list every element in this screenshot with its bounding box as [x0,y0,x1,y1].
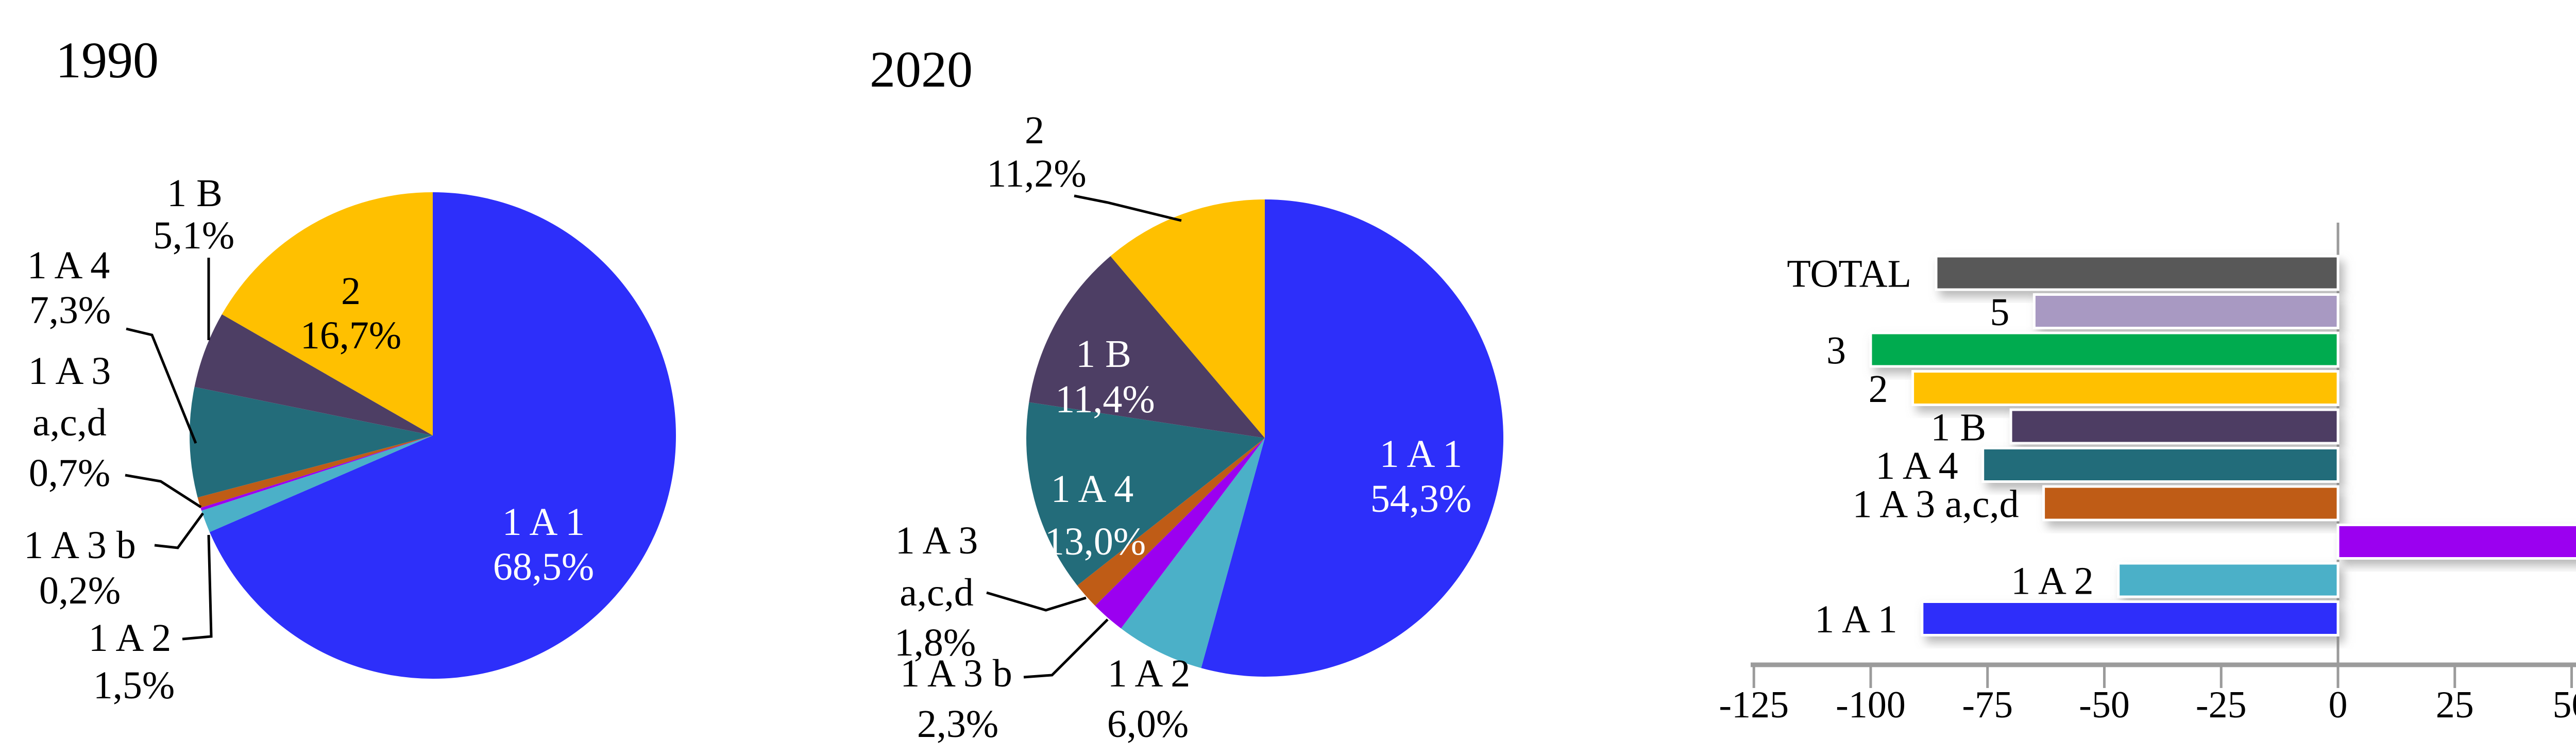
pie-1990-leader-1-a-2 [182,534,213,641]
pie-1990-pct-2: 16,7% [300,314,401,357]
pie-1990-pct-1-a-4: 7,3% [29,289,111,332]
pie-1990-label-1-a-4: 1 A 4 [27,244,110,287]
pie-1990-label-2: 2 [341,270,361,313]
bar-total [1935,255,2340,291]
pie-1990-slice-1-a-3-b [200,435,433,511]
pie-1990-pct-1-a-2: 1,5% [93,664,175,707]
bar-label-1-a-2: 1 A 2 [2011,560,2094,603]
pie-2020-labels: 2 11,2% 1 B 11,4% 1 A 4 13,0% 1 A 1 54,3… [894,109,1471,746]
pie-1990-leader-1-a-4 [126,327,197,444]
pie-1990-label-1-a-3-acd-line1: 1 A 3 [28,349,111,393]
bar-3 [1869,331,2340,368]
x-axis-ticklabel-50: 50 [2553,684,2576,726]
pie-1990-pct-1-b: 5,1% [153,214,234,257]
pie-2020-label-1-a-2: 1 A 2 [1108,652,1191,695]
bar-2 [1911,370,2340,406]
bar-label-2: 2 [1869,367,1888,411]
pie-2020-slice-1-a-2 [1121,438,1265,668]
pie-2020-leader-lines [986,194,1182,679]
pie-1990-slice-1-a-3-a-c-d [197,435,433,508]
pie-1990-pct-1-a-3-b: 0,2% [39,569,121,612]
bar-label-3: 3 [1826,329,1846,373]
pie-2020-label-2: 2 [1025,109,1044,152]
pie-1990-label-1-a-2: 1 A 2 [89,616,172,660]
bar-1-a-3-b [2336,524,2576,560]
bar-1-a-4 [1981,447,2340,483]
pie-1990-slice-1-a-1 [209,192,676,679]
pie-2020-label-1-b: 1 B [1076,332,1131,376]
pie-2020-slice-1-a-3-a-c-d [1077,438,1265,606]
pie-2020 [1026,199,1504,677]
x-axis-ticklabel--50: -50 [2079,684,2130,726]
x-axis-ticklabel--125: -125 [1719,684,1789,726]
pie-2020-leader-1-a-3-acd [986,591,1087,612]
bar-label-1-a-4: 1 A 4 [1875,444,1958,488]
pie-1990-label-1-a-3-acd-line2: a,c,d [32,401,106,444]
bar-1-a-3-a-c-d [2042,485,2340,522]
pie-2020-pct-2: 11,2% [987,152,1087,195]
x-axis-ticklabel--100: -100 [1836,684,1906,726]
pie-1990-slice-1-a-2 [201,435,433,532]
bar-1-a-1 [1921,600,2340,636]
pie-1990-leader-1-a-3-acd [125,474,202,509]
pie-1990-leader-1-a-3-b [154,512,205,549]
bar-5 [2032,293,2340,329]
pie-2020-slice-2 [1110,199,1265,438]
pie-1990-label-1-a-3-b: 1 A 3 b [24,524,136,567]
pie-2020-slice-1-b [1029,256,1265,438]
pie-2020-label-1-a-3-acd-line1: 1 A 3 [895,519,978,562]
pie-2020-pct-1-b: 11,4% [1055,378,1155,421]
pie-2020-title: 2020 [870,41,973,98]
x-axis-ticklabel--75: -75 [1962,684,2013,726]
pie-1990-slice-1-a-4 [190,387,433,498]
bar-label-1-a-1: 1 A 1 [1815,598,1897,641]
pie-2020-label-1-a-3-acd-line2: a,c,d [900,571,973,614]
bar-label-1-b: 1 B [1930,406,1986,449]
bar-label-1-a-3-a-c-d: 1 A 3 a,c,d [1853,483,2019,526]
pie-1990-slice-1-b [194,314,433,435]
pie-1990 [190,192,676,679]
pie-2020-pct-1-a-2: 6,0% [1107,702,1189,746]
x-axis-ticklabel--25: -25 [2196,684,2247,726]
pie-2020-leader-1-a-3-b [1023,618,1109,679]
pie-2020-pct-1-a-4: 13,0% [1045,520,1146,563]
pie-2020-label-1-a-3-b: 1 A 3 b [900,652,1012,695]
x-axis-ticklabel-25: 25 [2436,684,2474,726]
bar-1-a-2 [2117,562,2340,598]
pie-1990-label-1-a-1: 1 A 1 [502,500,585,544]
bar-1-b [2009,408,2340,445]
pie-2020-pct-1-a-3-b: 2,3% [917,702,998,746]
pie-2020-slice-1-a-3-b [1095,438,1265,629]
pie-2020-pct-1-a-3-acd: 1,8% [894,621,976,664]
pie-1990-pct-1-a-1: 68,5% [493,545,594,589]
pie-2020-label-1-a-1: 1 A 1 [1380,432,1463,476]
pie-1990-label-1-b: 1 B [167,172,223,215]
x-axis-ticklabel-0: 0 [2329,684,2348,726]
pie-1990-labels: 2 16,7% 1 A 1 68,5% 1 B 5,1% 1 A 4 7,3% … [24,172,594,707]
pie-2020-slice-1-a-4 [1026,402,1265,586]
pie-2020-label-1-a-4: 1 A 4 [1051,467,1134,511]
pie-2020-slice-1-a-1 [1201,199,1504,677]
pie-1990-leader-lines [125,258,213,641]
bar-label-total: TOTAL [1787,253,1911,296]
pie-1990-title: 1990 [56,31,159,89]
bar-label-5: 5 [1990,291,2009,334]
pie-2020-pct-1-a-1: 54,3% [1370,477,1471,521]
pie-2020-leader-2 [1074,194,1182,222]
pie-1990-pct-1-a-3-acd: 0,7% [29,451,110,495]
pie-1990-slice-2 [222,192,433,435]
